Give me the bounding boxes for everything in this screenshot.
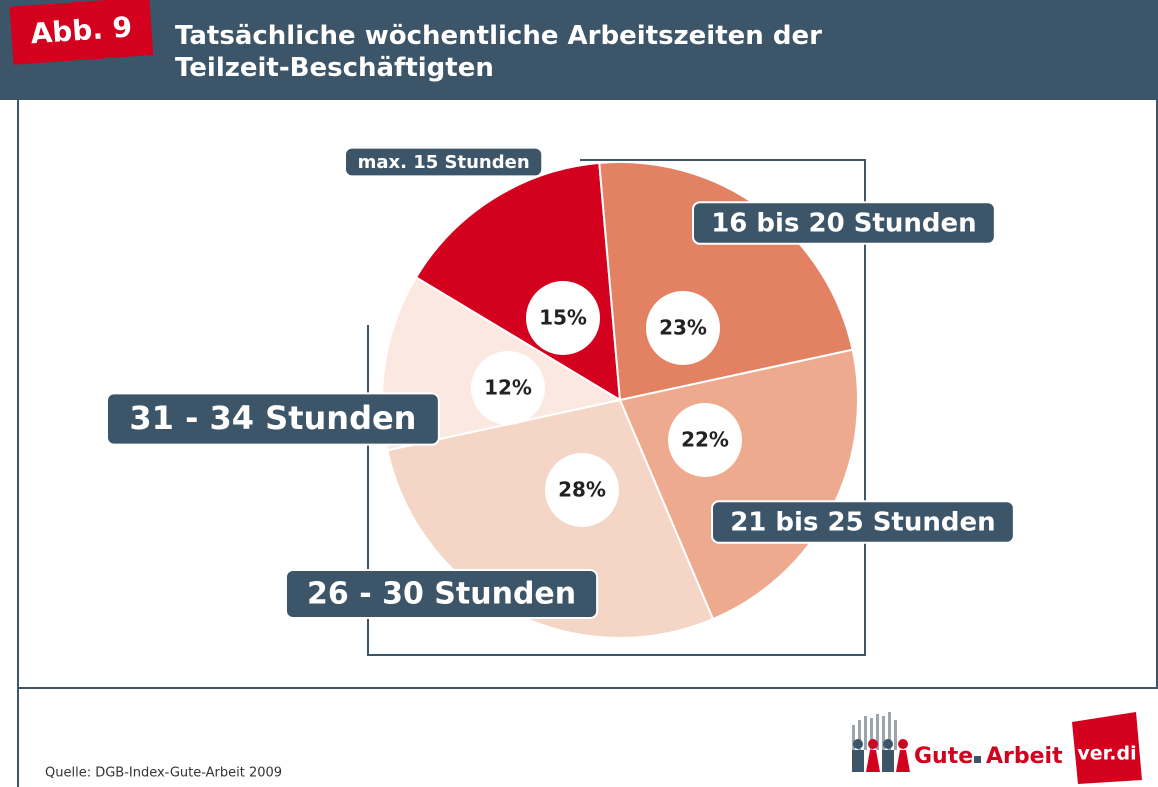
value-bubble <box>668 403 742 477</box>
category-box <box>106 392 440 446</box>
value-bubble <box>471 351 545 425</box>
badge: Abb. 9 <box>9 0 154 65</box>
pie: 15% 23% 22% 28% 12% <box>381 161 859 639</box>
brand-bg <box>1072 712 1142 784</box>
category-label: 26 - 30 Stunden <box>307 577 576 612</box>
value-bubble <box>526 281 600 355</box>
logo-word1: Gute <box>914 744 973 769</box>
category-box <box>285 569 599 619</box>
logo-bars <box>852 712 897 750</box>
value-label: 28% <box>558 478 606 502</box>
chart-title: Tatsächliche wöchentliche Arbeitszeiten … <box>175 21 822 83</box>
category-label: 31 - 34 Stunden <box>129 399 416 437</box>
value-label: 22% <box>681 428 729 452</box>
badge-bg <box>9 0 154 65</box>
category-label: 21 bis 25 Stunden <box>730 508 995 538</box>
category-box <box>344 146 544 178</box>
value-bubble <box>646 291 720 365</box>
source: Quelle: DGB-Index-Gute-Arbeit 2009 <box>45 766 282 781</box>
value-label: 12% <box>484 376 532 400</box>
badge-text: Abb. 9 <box>29 10 133 50</box>
bracket <box>367 159 866 656</box>
category-label: 16 bis 20 Stunden <box>711 209 976 239</box>
labels: max. 15 Stunden 16 bis 20 Stunden 21 bis 2… <box>106 146 1015 619</box>
logo-people <box>852 739 910 772</box>
value-bubble <box>545 453 619 527</box>
value-label: 23% <box>659 316 707 340</box>
value-label: 15% <box>539 306 587 330</box>
header-bar <box>0 0 1158 100</box>
logo: Gute Arbeit ver.di <box>852 712 1142 784</box>
logo-dot <box>974 756 981 763</box>
category-box <box>711 500 1015 544</box>
category-label: max. 15 Stunden <box>358 152 530 173</box>
brand-text: ver.di <box>1077 743 1136 765</box>
logo-word2: Arbeit <box>986 744 1063 769</box>
category-box <box>692 201 996 245</box>
